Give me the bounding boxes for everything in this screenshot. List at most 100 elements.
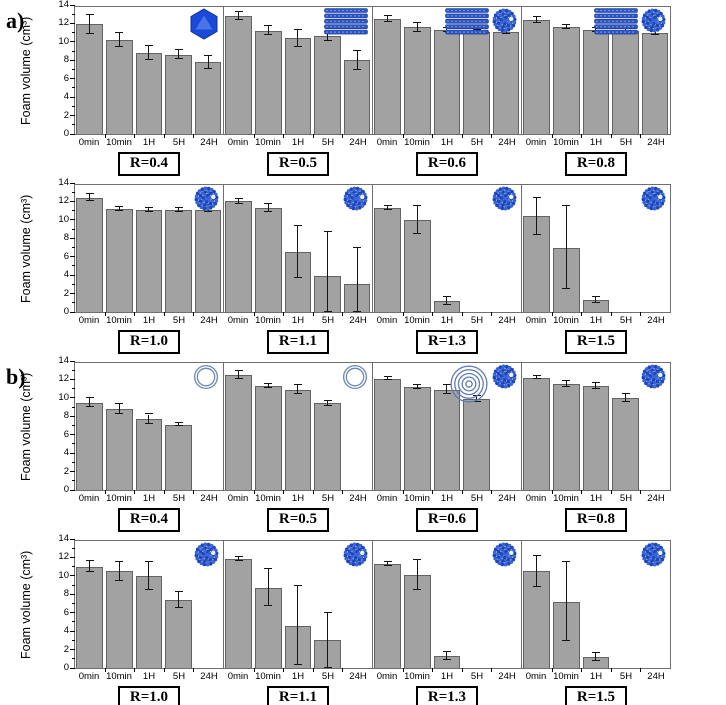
x-tick	[342, 134, 344, 138]
subplot-b-r0-6: 0min 10min 1H 5H 24H R=0.6	[372, 362, 522, 532]
y-minor-tick	[72, 69, 75, 70]
bar-slot-0min	[224, 541, 254, 668]
error-bar	[148, 207, 150, 212]
error-bar-cap-top	[115, 561, 124, 562]
bar-5H	[463, 398, 490, 490]
x-tick	[640, 490, 642, 494]
plot-area	[223, 362, 373, 494]
error-bar	[536, 555, 538, 587]
x-tick-label: 5H	[619, 137, 633, 148]
bar-slot-24H	[342, 185, 372, 312]
x-tick	[402, 134, 404, 138]
y-minor-tick	[72, 406, 75, 408]
bar-1H	[284, 38, 312, 134]
x-tick-label: 5H	[321, 137, 335, 148]
error-bar-cap-bottom	[323, 667, 332, 668]
y-tick	[70, 452, 75, 454]
error-bar-cap-bottom	[413, 588, 422, 590]
bar-slot-10min	[552, 363, 582, 490]
bar-0min	[225, 201, 253, 312]
bar-slot-1H	[283, 541, 313, 668]
bar-slot-1H	[134, 363, 164, 490]
error-bar	[297, 29, 299, 47]
error-bar	[148, 562, 150, 590]
x-axis-labels: 0min 10min 1H 5H 24H	[521, 313, 671, 327]
bar-slot-0min	[75, 541, 105, 668]
error-bar-cap-top	[532, 554, 541, 556]
error-bar	[118, 32, 120, 48]
x-tick	[193, 134, 195, 138]
plot-area	[521, 184, 671, 316]
bar-slot-10min	[552, 541, 582, 668]
error-bar	[565, 562, 567, 642]
error-bar	[416, 206, 418, 234]
y-tick	[70, 219, 75, 221]
bar-10min	[255, 385, 282, 490]
x-axis-labels: 0min 10min 1H 5H 24H	[223, 491, 373, 505]
y-minor-tick	[72, 603, 75, 604]
error-bar-cap-bottom	[532, 233, 541, 235]
y-minor-tick	[72, 443, 75, 445]
bar-slot-24H	[193, 7, 223, 134]
x-tick-label: 5H	[172, 137, 186, 148]
error-bar-cap-bottom	[502, 32, 511, 34]
x-tick	[312, 490, 314, 494]
subplot-a-r1-1: 0min 10min 1H 5H 24H R=1.1	[223, 184, 373, 354]
bar-slot-5H	[164, 363, 194, 490]
y-minor-tick	[72, 50, 75, 52]
error-bar-cap-top	[353, 246, 362, 248]
r-label-wrap: R=1.1	[223, 686, 373, 705]
x-tick	[342, 490, 344, 494]
x-tick	[402, 490, 404, 494]
plot-area	[372, 184, 522, 316]
y-minor-tick	[72, 105, 75, 107]
x-tick-label: 5H	[172, 315, 186, 326]
error-bar-cap-top	[115, 31, 124, 33]
r-value-label: R=0.6	[415, 152, 479, 176]
x-tick-label: 1H	[142, 137, 156, 148]
micelle-icon	[641, 364, 666, 394]
subplot-b-r0-5: 0min 10min 1H 5H 24H R=0.5	[223, 362, 373, 532]
bar-24H	[194, 209, 222, 312]
bar-slot-10min	[403, 363, 433, 490]
x-axis-labels: 0min 10min 1H 5H 24H	[372, 135, 522, 149]
error-bar	[536, 197, 538, 235]
x-tick-label: 0min	[227, 671, 249, 682]
x-tick	[163, 668, 165, 672]
bar-24H	[492, 31, 520, 134]
plot-area: 0 2 4 6 8 10 12 14	[58, 534, 224, 673]
error-bar	[297, 226, 299, 278]
x-tick-label: 24H	[349, 137, 367, 148]
y-tick	[70, 667, 75, 669]
bar-5H	[612, 30, 639, 134]
micelle-icon	[343, 542, 368, 572]
x-axis-labels: 0min 10min 1H 5H 24H	[74, 491, 224, 505]
y-tick-label: 6	[63, 72, 69, 84]
x-tick	[342, 668, 344, 672]
micelle-icon	[492, 364, 517, 394]
error-bar	[416, 22, 418, 32]
bar-slot-10min	[254, 363, 284, 490]
bar-slot-5H	[462, 363, 492, 490]
y-tick	[70, 378, 75, 380]
bar-slot-5H	[611, 541, 641, 668]
y-minor-tick	[72, 124, 75, 126]
phase-icons	[342, 364, 368, 395]
x-tick-label: 1H	[440, 137, 454, 148]
x-tick-label: 10min	[106, 315, 132, 326]
x-tick-label: 24H	[200, 671, 218, 682]
y-tick	[70, 397, 75, 399]
error-bar-cap-bottom	[293, 393, 302, 395]
bar-1H	[582, 385, 610, 490]
x-tick-label: 10min	[404, 137, 430, 148]
error-bar-cap-bottom	[472, 400, 481, 402]
x-tick-label: 0min	[78, 671, 100, 682]
chart-row-b1: Foam volume (cm³) 0 2 4 6 8 10 12 14 0min 10min 1H 5…	[19, 356, 679, 532]
y-minor-tick	[72, 388, 75, 390]
error-bar-cap-bottom	[144, 588, 153, 590]
bar-slot-0min	[75, 185, 105, 312]
error-bar-cap-top	[621, 393, 630, 395]
r-label-wrap: R=0.8	[521, 508, 671, 532]
x-tick-label: 0min	[525, 137, 547, 148]
panel-b-rows: Foam volume (cm³) 0 2 4 6 8 10 12 14 0min 10min 1H 5…	[0, 356, 726, 705]
